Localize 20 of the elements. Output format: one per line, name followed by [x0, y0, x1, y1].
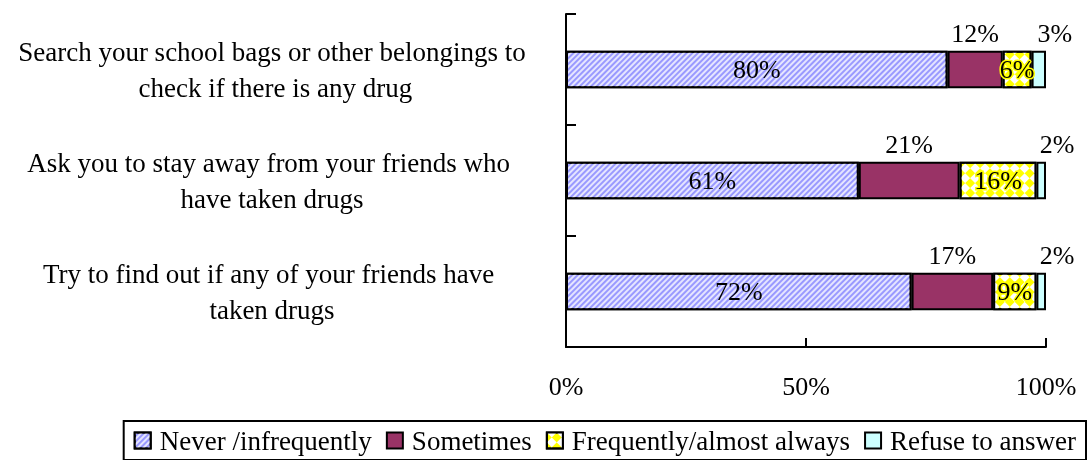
legend-label: Refuse to answer: [890, 425, 1077, 456]
data-label: 2%: [1039, 241, 1075, 271]
legend-label: Frequently/almost always: [571, 425, 851, 456]
x-tick-label: 0%: [548, 371, 584, 401]
y-tick-label: Search your school bags or other belongings to check if there is any drug: [18, 36, 526, 103]
data-label: 21%: [885, 130, 934, 160]
data-label: 17%: [928, 241, 977, 271]
data-label: 16%: [974, 166, 1022, 195]
data-label: 61%: [688, 166, 737, 195]
y-tick-label: Try to find out if any of your friends have taken drugs: [43, 258, 501, 325]
x-tick-label: 50%: [782, 371, 830, 401]
legend-label: Sometimes: [411, 425, 532, 456]
legend-label: Never /infrequently: [159, 425, 373, 456]
x-tick-label: 100%: [1015, 371, 1077, 401]
data-label: 72%: [714, 277, 763, 306]
data-label: 80%: [732, 55, 781, 84]
data-label: 2%: [1039, 130, 1075, 160]
data-label: 3%: [1037, 19, 1073, 49]
data-label: 12%: [951, 19, 1000, 49]
y-tick-label: Ask you to stay away from your friends who have taken drugs: [27, 147, 517, 214]
